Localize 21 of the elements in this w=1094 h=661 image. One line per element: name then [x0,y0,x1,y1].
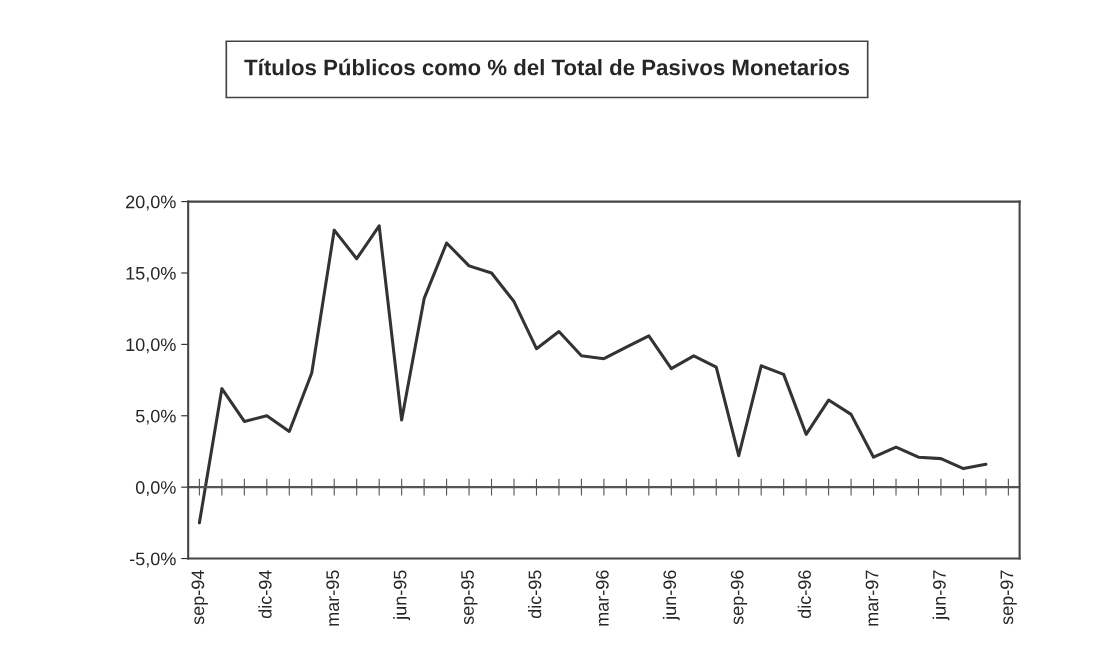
x-tick-label: sep-95 [461,570,478,625]
x-tick-label: jun-96 [662,570,680,621]
y-tick-label: 10,0% [126,338,176,354]
x-tick-label: sep-94 [191,570,208,625]
y-tick-label: 0,0% [135,481,176,497]
x-tick-label: sep-97 [1000,570,1017,625]
x-tick-label: dic-96 [797,570,811,619]
x-tick-label: mar-96 [595,570,609,626]
y-tick-label: 5,0% [135,409,176,425]
y-tick-label: 15,0% [126,266,176,282]
x-tick-label: jun-97 [932,570,950,621]
chart-title: Títulos Públicos como % del Total de Pasivos Monetarios [244,58,850,76]
x-tick-label: sep-96 [730,570,748,625]
x-tick-label: mar-97 [865,570,879,626]
x-tick-label: jun-95 [393,570,411,621]
x-tick-label: dic-95 [528,570,542,619]
y-tick-label: 20,0% [126,195,176,211]
x-tick-label: mar-95 [326,570,340,626]
y-tick-label: -5,0% [130,552,176,568]
line-series [197,224,988,525]
x-tick-label: dic-94 [258,570,272,619]
